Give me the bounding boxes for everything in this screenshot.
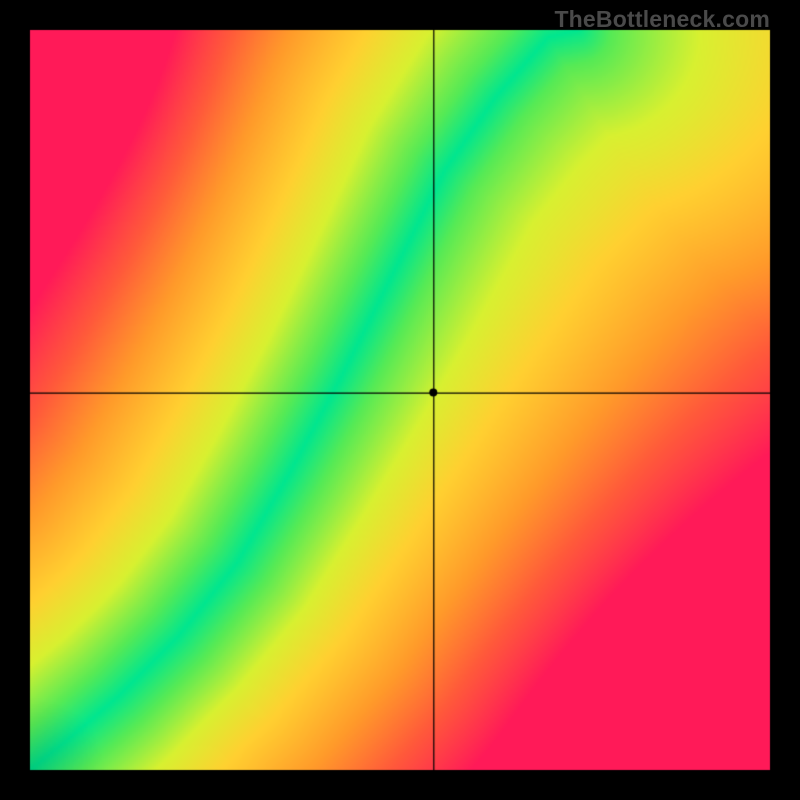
watermark-label: TheBottleneck.com [554, 6, 770, 33]
chart-container: TheBottleneck.com [0, 0, 800, 800]
bottleneck-heatmap [0, 0, 800, 800]
